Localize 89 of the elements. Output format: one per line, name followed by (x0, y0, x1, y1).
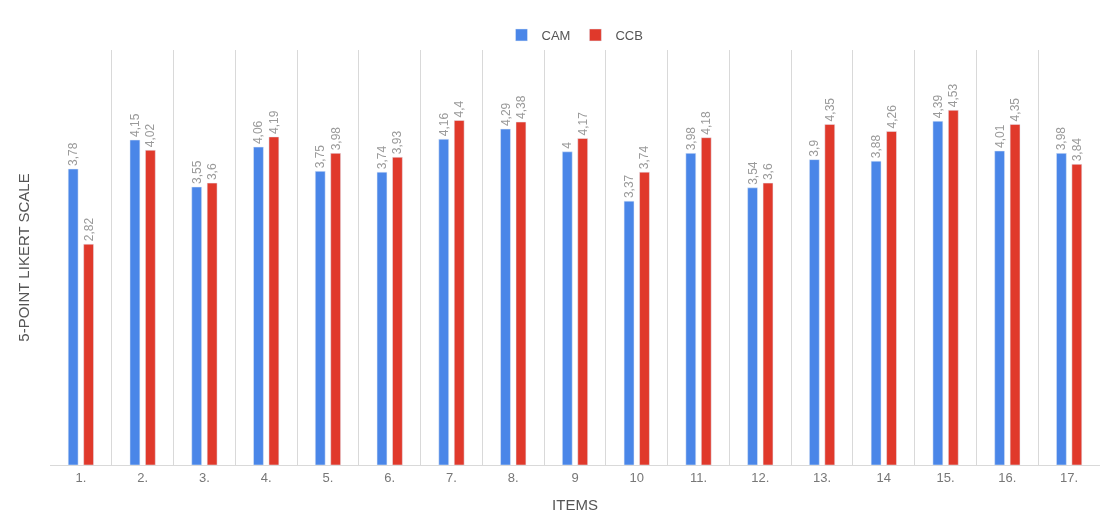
data-label: 4,29 (498, 102, 513, 127)
data-label: 3,74 (637, 145, 652, 170)
data-label: 3,88 (869, 134, 884, 159)
data-label: 4,35 (1008, 97, 1023, 122)
x-axis-title: ITEMS (552, 495, 598, 513)
data-label: 3,78 (66, 142, 81, 167)
x-tick-label: 15. (936, 469, 955, 485)
bar (870, 160, 882, 465)
x-tick-label: 12. (751, 469, 770, 485)
data-label: 4,06 (251, 120, 266, 145)
data-label: 4,18 (699, 111, 714, 135)
data-label: 4,19 (266, 110, 281, 134)
data-label: 4,4 (452, 100, 467, 118)
bar (1071, 164, 1083, 465)
bar (809, 159, 820, 465)
data-label: 3,54 (745, 161, 760, 185)
x-tick-label: 6. (384, 469, 396, 485)
x-tick-label: 2. (137, 469, 149, 485)
bar (932, 121, 944, 465)
x-tick-label: 11. (689, 469, 708, 485)
data-label: 4,26 (884, 104, 899, 129)
data-label: 3,9 (807, 139, 822, 157)
x-tick-label: 3. (198, 469, 210, 485)
bar (994, 150, 1005, 465)
bar (762, 182, 774, 465)
x-tick-label: 9 (571, 469, 579, 485)
data-label: 4,35 (822, 97, 837, 122)
bar (747, 187, 758, 465)
bar (330, 153, 341, 465)
data-label: 3,93 (390, 130, 405, 155)
bar (438, 139, 449, 465)
bar (191, 186, 202, 465)
bar (129, 139, 141, 465)
data-label: 3,6 (761, 163, 776, 181)
data-label: 4,16 (436, 112, 451, 137)
data-label: 4,38 (513, 95, 528, 120)
bar (315, 171, 326, 465)
bar (454, 120, 465, 465)
x-tick-label: 16. (998, 469, 1017, 485)
bar (1009, 124, 1021, 465)
data-label: 3,98 (328, 126, 343, 151)
legend-label: CCB (615, 28, 643, 44)
bar (206, 182, 218, 465)
bar (824, 124, 835, 465)
data-label: 3,6 (205, 163, 220, 181)
bar (83, 243, 94, 465)
x-tick-label: 10 (629, 469, 644, 485)
bar (685, 153, 696, 465)
data-label: 3,37 (622, 174, 637, 199)
bar (268, 136, 280, 465)
data-label: 4 (560, 141, 575, 149)
data-label: 2,82 (81, 217, 96, 242)
bar (623, 200, 635, 465)
data-label: 4,17 (575, 111, 590, 136)
bar (67, 168, 79, 465)
bar (948, 110, 959, 465)
x-tick-label: 7. (446, 469, 457, 485)
bar (886, 131, 897, 465)
bar (577, 138, 588, 465)
bar (701, 137, 712, 465)
bar (253, 146, 264, 465)
bar (515, 121, 527, 465)
data-label: 4,53 (946, 83, 961, 108)
data-label: 3,84 (1069, 137, 1084, 162)
x-tick-label: 1. (75, 469, 87, 485)
x-tick-label: 8. (507, 469, 519, 485)
bar (500, 128, 511, 465)
y-axis-title: 5-POINT LIKERT SCALE (15, 173, 33, 342)
x-tick-label: 14 (876, 469, 892, 485)
data-label: 3,74 (374, 145, 389, 170)
bar (562, 151, 573, 465)
data-label: 4,02 (143, 123, 158, 148)
data-label: 3,98 (1054, 126, 1069, 151)
x-tick-label: 17. (1060, 469, 1079, 485)
legend-label: CAM (541, 28, 571, 44)
data-label: 4,39 (930, 94, 945, 119)
x-tick-label: 13. (813, 469, 832, 485)
data-label: 4,15 (127, 113, 142, 138)
data-label: 3,98 (683, 126, 698, 151)
bar (1056, 153, 1067, 465)
x-tick-label: 5. (322, 469, 334, 485)
data-label: 3,75 (313, 144, 328, 169)
bar (145, 149, 156, 465)
data-label: 4,01 (992, 124, 1007, 149)
data-label: 3,55 (189, 160, 204, 185)
x-tick-label: 4. (260, 469, 272, 485)
bar (376, 171, 388, 465)
bar (639, 171, 650, 465)
bar (392, 157, 403, 465)
